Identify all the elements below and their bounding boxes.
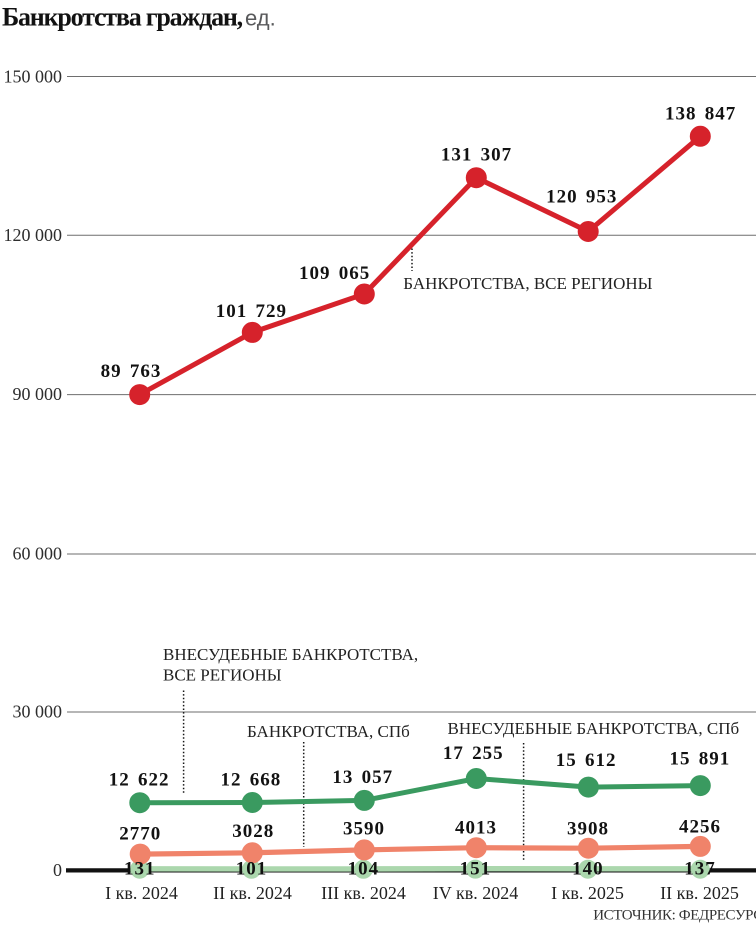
- svg-text:I кв. 2025: I кв. 2025: [551, 883, 624, 903]
- svg-text:109 065: 109 065: [299, 263, 370, 284]
- svg-text:I кв. 2024: I кв. 2024: [105, 883, 178, 903]
- svg-text:4256: 4256: [679, 817, 721, 838]
- svg-text:ед.: ед.: [245, 6, 276, 31]
- svg-text:12 622: 12 622: [109, 770, 170, 791]
- svg-text:III кв. 2024: III кв. 2024: [321, 883, 406, 903]
- svg-text:ВНЕСУДЕБНЫЕ БАНКРОТСТВА, СПб: ВНЕСУДЕБНЫЕ БАНКРОТСТВА, СПб: [448, 719, 740, 738]
- svg-text:60 000: 60 000: [13, 544, 63, 564]
- svg-text:II кв. 2024: II кв. 2024: [213, 883, 292, 903]
- svg-text:138 847: 138 847: [665, 104, 736, 125]
- svg-text:150 000: 150 000: [4, 67, 63, 87]
- svg-text:140: 140: [572, 859, 604, 880]
- svg-text:12 668: 12 668: [221, 770, 282, 791]
- svg-text:15 891: 15 891: [670, 749, 731, 770]
- svg-text:ВНЕСУДЕБНЫЕ БАНКРОТСТВА,: ВНЕСУДЕБНЫЕ БАНКРОТСТВА,: [163, 645, 418, 664]
- svg-text:151: 151: [460, 859, 492, 880]
- svg-text:120 953: 120 953: [546, 187, 617, 208]
- svg-text:104: 104: [348, 859, 380, 880]
- svg-text:4013: 4013: [455, 818, 497, 839]
- svg-text:IV кв. 2024: IV кв. 2024: [433, 883, 518, 903]
- svg-text:ИСТОЧНИК: ФЕДРЕСУРС: ИСТОЧНИК: ФЕДРЕСУРС: [593, 907, 756, 923]
- svg-text:17 255: 17 255: [443, 743, 504, 764]
- svg-text:120 000: 120 000: [4, 225, 63, 245]
- svg-text:15 612: 15 612: [556, 750, 617, 771]
- svg-text:3908: 3908: [567, 819, 609, 840]
- svg-text:30 000: 30 000: [13, 702, 63, 722]
- svg-text:Банкротства граждан,: Банкротства граждан,: [2, 3, 243, 32]
- svg-text:БАНКРОТСТВА, СПб: БАНКРОТСТВА, СПб: [247, 722, 410, 741]
- svg-text:3590: 3590: [343, 819, 385, 840]
- svg-text:131: 131: [124, 859, 156, 880]
- svg-text:3028: 3028: [232, 821, 274, 842]
- svg-text:101: 101: [236, 859, 268, 880]
- svg-text:13 057: 13 057: [332, 767, 393, 788]
- svg-text:131 307: 131 307: [441, 145, 512, 166]
- svg-text:0: 0: [53, 860, 62, 880]
- svg-text:БАНКРОТСТВА, ВСЕ РЕГИОНЫ: БАНКРОТСТВА, ВСЕ РЕГИОНЫ: [403, 274, 652, 293]
- svg-text:89 763: 89 763: [101, 361, 162, 382]
- svg-text:101 729: 101 729: [216, 301, 287, 322]
- svg-text:2770: 2770: [119, 823, 161, 844]
- svg-text:II кв. 2025: II кв. 2025: [660, 883, 739, 903]
- svg-text:90 000: 90 000: [13, 384, 63, 404]
- svg-text:ВСЕ РЕГИОНЫ: ВСЕ РЕГИОНЫ: [163, 666, 282, 685]
- svg-text:137: 137: [684, 859, 716, 880]
